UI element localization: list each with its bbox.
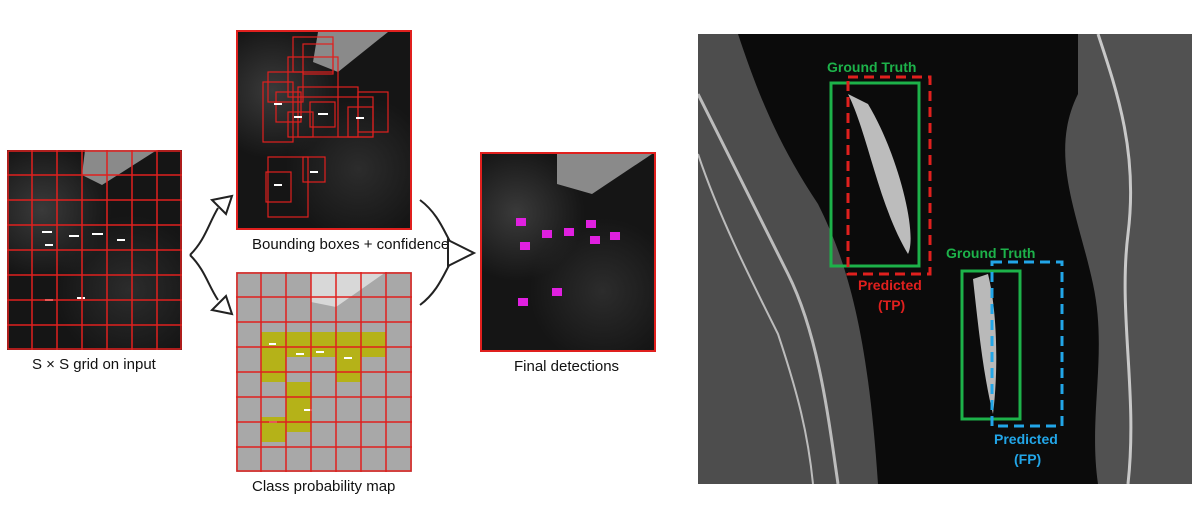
grid-input-image [7, 150, 182, 350]
land-region [557, 154, 652, 194]
bounding-boxes-image [236, 30, 412, 230]
gt-label-2: Ground Truth [946, 245, 1035, 261]
pred-type-1: (TP) [878, 297, 905, 313]
class-probability-image [236, 272, 412, 472]
grid-lines [236, 272, 412, 472]
pred-label-1: Predicted [858, 277, 922, 293]
land-region [82, 150, 157, 185]
gt-label-1: Ground Truth [827, 59, 916, 75]
grid-input-svg [7, 150, 182, 350]
final-detections-image [480, 152, 656, 352]
split-arrow-icon [189, 194, 234, 316]
final-caption: Final detections [514, 358, 620, 375]
bbox-caption: Bounding boxes + confidence [252, 236, 450, 253]
ship-1 [848, 94, 911, 254]
grid-lines [7, 150, 182, 350]
right-shore [1065, 34, 1192, 484]
classprob-caption: Class probability map [252, 478, 396, 495]
final-detections-svg [516, 154, 652, 306]
left-shore [698, 34, 878, 484]
land-region [311, 272, 386, 307]
land-region [313, 32, 388, 72]
predicted-box-fp [990, 260, 1064, 428]
ground-truth-box-1 [829, 81, 921, 268]
sar-comparison-svg: Ground Truth Predicted (TP) Ground Truth… [698, 34, 1192, 484]
ship-2 [973, 274, 997, 414]
sar-comparison-image: Ground Truth Predicted (TP) Ground Truth… [698, 34, 1192, 484]
merge-arrow-icon [419, 199, 477, 306]
class-probability-svg [236, 272, 412, 472]
predicted-boxes [262, 36, 389, 218]
pred-label-2: Predicted [994, 431, 1058, 447]
bounding-boxes-svg [262, 32, 389, 218]
pred-type-2: (FP) [1014, 451, 1041, 467]
predicted-box-tp [846, 75, 932, 276]
grid-caption: S × S grid on input [32, 356, 156, 373]
detection-markers [516, 218, 620, 306]
